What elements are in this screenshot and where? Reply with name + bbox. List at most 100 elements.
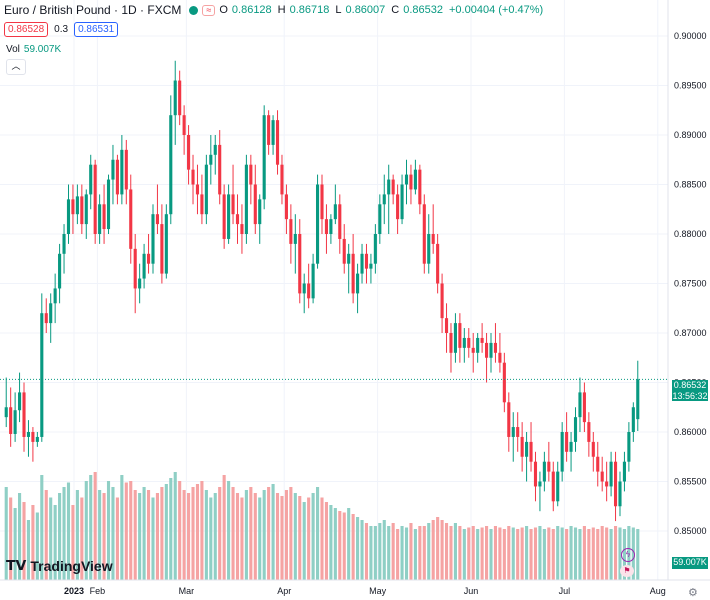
open-label: O <box>219 4 228 16</box>
volume-bar <box>413 529 417 580</box>
trade-row: 0.86528 0.3 0.86531 <box>4 22 119 37</box>
volume-bar <box>547 527 551 580</box>
candle-body <box>364 253 369 269</box>
volume-bar <box>35 512 39 580</box>
volume-bar <box>609 529 613 580</box>
candle-body <box>249 164 253 185</box>
candle-body <box>520 436 524 457</box>
volume-bar <box>178 481 182 580</box>
volume-bar <box>476 529 480 580</box>
candle-body <box>66 199 71 234</box>
candle-body <box>498 352 502 363</box>
volume-bar <box>115 497 119 580</box>
volume-bar <box>235 493 240 580</box>
candle-body <box>138 278 142 289</box>
candle-body <box>396 194 400 220</box>
settings-gear-icon[interactable]: ⚙ <box>688 587 698 599</box>
candle-body <box>631 407 635 432</box>
candle-body <box>556 471 560 502</box>
candle-body <box>84 194 88 225</box>
candle-body <box>151 214 155 264</box>
candle-body <box>493 342 498 353</box>
volume-bar <box>480 527 484 580</box>
candle-body <box>93 164 97 234</box>
volume-bar <box>13 508 17 580</box>
price-tick-label: 0.87500 <box>674 279 707 289</box>
volume-bar <box>84 481 88 580</box>
volume-bar <box>106 481 111 580</box>
candle-body <box>164 214 168 274</box>
change-value: +0.00404 (+0.47%) <box>449 4 544 16</box>
price-tick-label: 0.87000 <box>674 328 707 338</box>
candle-body <box>115 159 119 195</box>
candle-body <box>222 194 226 239</box>
candle-body <box>369 263 373 269</box>
volume-bar <box>578 529 582 580</box>
volume-bar <box>58 493 62 580</box>
buy-button[interactable]: 0.86531 <box>74 22 119 37</box>
volume-bar <box>396 529 400 580</box>
price-tick-label: 0.89500 <box>674 81 707 91</box>
volume-bar <box>333 508 337 580</box>
price-axis: 0.90000 0.89500 0.89000 0.88500 0.88000 0.875… <box>674 31 707 536</box>
volume-bar <box>324 502 329 580</box>
candle-body <box>213 144 217 155</box>
sell-button[interactable]: 0.86528 <box>4 22 49 37</box>
candle-body <box>582 392 586 423</box>
candle-body <box>31 432 35 442</box>
volume-bars <box>4 472 640 580</box>
high-label: H <box>277 4 286 16</box>
candle-body <box>431 234 435 244</box>
chevron-up-icon: ︿ <box>11 61 21 71</box>
time-tick-label: May <box>369 586 387 596</box>
volume-bar <box>98 490 102 580</box>
candle-body <box>53 288 57 304</box>
volume-bar <box>378 523 382 580</box>
symbol-title[interactable]: Euro / British Pound · 1D · FXCM <box>4 3 182 17</box>
candle-body <box>373 234 377 264</box>
volume-bar <box>53 505 57 580</box>
candle-body <box>342 238 346 264</box>
candle-body <box>600 471 604 482</box>
market-open-dot <box>189 5 199 15</box>
candle-body <box>444 318 449 333</box>
candle-body <box>44 313 48 324</box>
volume-bar <box>525 526 529 580</box>
candle-body <box>400 184 404 220</box>
tradingview-logo[interactable]: 𝗧𝗩 TradingView <box>6 557 113 574</box>
volume-bar <box>520 527 524 580</box>
candle-body <box>529 441 533 462</box>
time-tick-label: Jun <box>464 586 479 596</box>
volume-bar <box>560 527 564 580</box>
wave-icon[interactable]: ≈ <box>202 4 216 16</box>
candle-body <box>187 135 191 170</box>
candle-body <box>409 174 413 190</box>
candle-body <box>382 194 386 205</box>
collapse-legend-button[interactable]: ︿ <box>6 59 26 75</box>
volume-bar <box>458 526 462 580</box>
candle-body <box>240 224 244 234</box>
symbol-legend: Euro / British Pound · 1D · FXCM ≈ O 0.86… <box>4 3 543 17</box>
volume-bar <box>315 487 320 580</box>
countdown-text: 13:56:32 <box>672 391 708 401</box>
candle-body <box>569 441 573 452</box>
candle-body <box>596 456 600 472</box>
volume-bar <box>75 490 79 580</box>
candle-body <box>471 347 475 353</box>
candle-body <box>360 253 364 274</box>
volume-bar <box>556 526 560 580</box>
open-value: 0.86128 <box>231 4 272 16</box>
volume-bar <box>80 497 84 580</box>
volume-bar <box>280 496 284 580</box>
lightning-event-icon[interactable]: ϟ <box>621 548 635 562</box>
candle-body <box>351 253 355 294</box>
flag-event-icon[interactable]: ⚑ <box>620 565 634 577</box>
volume-bar <box>227 481 231 580</box>
volume-bar <box>485 526 489 580</box>
candle-body <box>218 144 222 195</box>
candle-body <box>182 115 186 135</box>
candle-body <box>275 120 280 165</box>
candle-body <box>378 204 382 234</box>
volume-bar <box>591 527 595 580</box>
